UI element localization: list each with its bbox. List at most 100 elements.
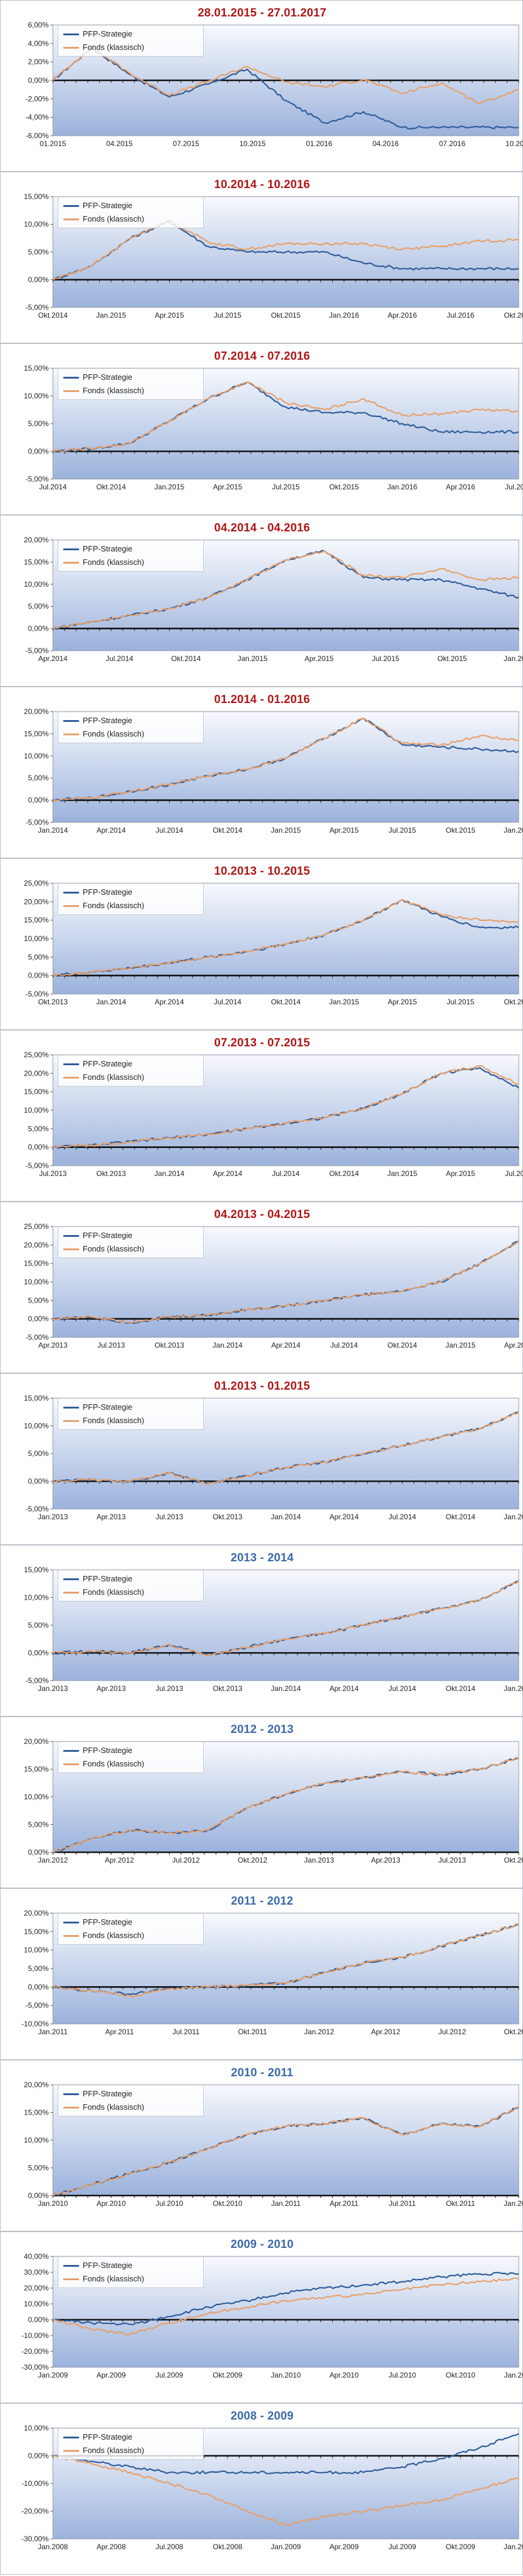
chart-title: 04.2014 - 04.2016 [214,522,310,534]
x-tick-label: Okt.2009 [446,2543,476,2551]
y-tick-label: 15,00% [24,1566,49,1574]
chart-legend: PFP-Strategie Fonds (klassisch) [58,883,204,915]
legend-entry-fonds: Fonds (klassisch) [58,1586,203,1599]
x-tick-label: Apr.2015 [305,654,334,663]
x-tick-label: Jul.2014 [330,1341,358,1349]
y-tick-label: -6,00% [26,131,49,140]
legend-swatch [63,1063,79,1065]
x-tick-label: Jul.2014 [106,654,134,663]
y-tick-label: 5,00% [28,248,49,256]
x-tick-label: Okt.2013 [213,1684,243,1693]
legend-entry-pfp: PFP-Strategie [58,371,203,384]
legend-swatch [63,2093,79,2095]
legend-entry-fonds: Fonds (klassisch) [58,212,203,226]
x-tick-label: Jan.2016 [329,311,359,320]
chart-legend: PFP-Strategie Fonds (klassisch) [58,2256,204,2288]
y-tick-label: 25,00% [24,1051,49,1059]
y-tick-label: 0,00% [28,1315,49,1323]
x-tick-label: Jul.2015 [214,311,242,320]
y-tick-label: 10,00% [24,2136,49,2144]
legend-swatch [63,2265,79,2267]
legend-entry-pfp: PFP-Strategie [58,199,203,212]
x-tick-label: Okt.2013 [154,1341,184,1349]
legend-label: PFP-Strategie [83,29,133,38]
y-tick-label: -30,00% [21,2535,49,2543]
y-tick-label: 5,00% [28,1449,49,1458]
series-line-fonds-klassisch [52,717,519,802]
legend-label: PFP-Strategie [83,1402,133,1412]
legend-label: PFP-Strategie [83,1231,133,1240]
x-tick-label: Okt.2014 [446,1513,476,1521]
chart-legend: PFP-Strategie Fonds (klassisch) [58,1055,204,1087]
legend-label: Fonds (klassisch) [83,1759,145,1768]
x-tick-label: 07.2016 [439,139,466,148]
x-tick-label: Okt.2014 [213,826,243,835]
line-chart: 40,00% 30,00% 20,00% 10,00% 0,00% -10,00% -20,… [21,2252,523,2379]
y-tick-label: 5,00% [28,1821,49,1829]
x-tick-label: Apr.2016 [387,311,417,320]
x-tick-label: Jan.2015 [96,311,126,320]
legend-entry-pfp: PFP-Strategie [58,542,203,556]
legend-entry-fonds: Fonds (klassisch) [58,41,203,54]
y-tick-label: 10,00% [24,1793,49,1801]
legend-entry-pfp: PFP-Strategie [58,714,203,727]
y-tick-label: 15,00% [24,729,49,738]
x-tick-label: Jul.2010 [156,2199,184,2208]
series-line-fonds-klassisch [52,1580,519,1657]
series-line-fonds-klassisch [52,381,519,452]
y-tick-label: 15,00% [24,1088,49,1096]
y-tick-label: -5,00% [26,2001,49,2010]
x-tick-label: Okt.2010 [213,2199,243,2208]
legend-label: PFP-Strategie [83,201,133,210]
x-tick-label: Apr.2011 [330,2199,358,2208]
chart-title: 2008 - 2009 [230,2410,294,2423]
x-tick-label: Apr.2010 [330,2371,359,2379]
x-tick-label: Jan.2010 [271,2371,301,2379]
chart-legend: PFP-Strategie Fonds (klassisch) [58,368,204,400]
x-tick-label: 04.2015 [106,139,133,148]
x-tick-label: Jul.2010 [389,2371,417,2379]
x-tick-label: Jul.2014 [214,998,242,1006]
y-tick-label: -20,00% [21,2347,49,2356]
x-tick-label: Jul.2015 [372,654,400,663]
x-tick-label: Jan.2010 [38,2199,68,2208]
legend-entry-pfp: PFP-Strategie [58,1401,203,1414]
x-tick-label: Okt.2014 [446,1684,476,1693]
legend-swatch [63,1248,79,1250]
x-tick-label: Okt.2011 [238,2028,267,2036]
legend-swatch [63,1407,79,1409]
x-tick-label: Jul.2013 [39,1169,67,1178]
x-tick-label: Jan.2014 [213,1341,243,1349]
legend-swatch [63,733,79,735]
x-tick-label: Apr.2014 [330,1684,359,1693]
x-tick-label: Jan.2011 [271,2199,301,2208]
legend-label: PFP-Strategie [83,1917,133,1927]
chart-panel: 28.01.2015 - 27.01.2017 6,00% 4,00% 2,00% 0,… [0,0,523,172]
series-line-fonds-klassisch [52,2455,519,2526]
y-tick-label: 10,00% [24,392,49,401]
y-tick-label: 6,00% [28,21,49,29]
chart-title: 2012 - 2013 [230,1723,294,1736]
x-tick-label: Apr.2012 [371,2028,400,2036]
legend-label: PFP-Strategie [83,2261,133,2270]
chart-legend: PFP-Strategie Fonds (klassisch) [58,1913,204,1945]
y-tick-label: 0,00% [28,971,49,980]
y-tick-label: 5,00% [28,602,49,611]
x-tick-label: Okt.2016 [504,311,523,320]
y-tick-label: 15,00% [24,1765,49,1774]
x-tick-label: Jul.2011 [173,2028,200,2036]
x-tick-label: Jul.2014 [389,1684,417,1693]
legend-entry-fonds: Fonds (klassisch) [58,2444,203,2457]
x-tick-label: Jan.2014 [271,1513,301,1521]
legend-label: Fonds (klassisch) [83,1931,145,1940]
legend-swatch [63,548,79,550]
y-tick-label: -5,00% [26,303,49,312]
legend-swatch [63,1935,79,1937]
series-line-fonds-klassisch [52,46,519,104]
x-tick-label: Jul.2013 [97,1341,125,1349]
x-tick-label: Jul.2013 [156,1684,184,1693]
y-tick-label: 15,00% [24,1394,49,1402]
chart-legend: PFP-Strategie Fonds (klassisch) [58,1741,204,1773]
x-tick-label: Jan.2015 [238,654,268,663]
x-tick-label: Okt.2014 [271,998,301,1006]
